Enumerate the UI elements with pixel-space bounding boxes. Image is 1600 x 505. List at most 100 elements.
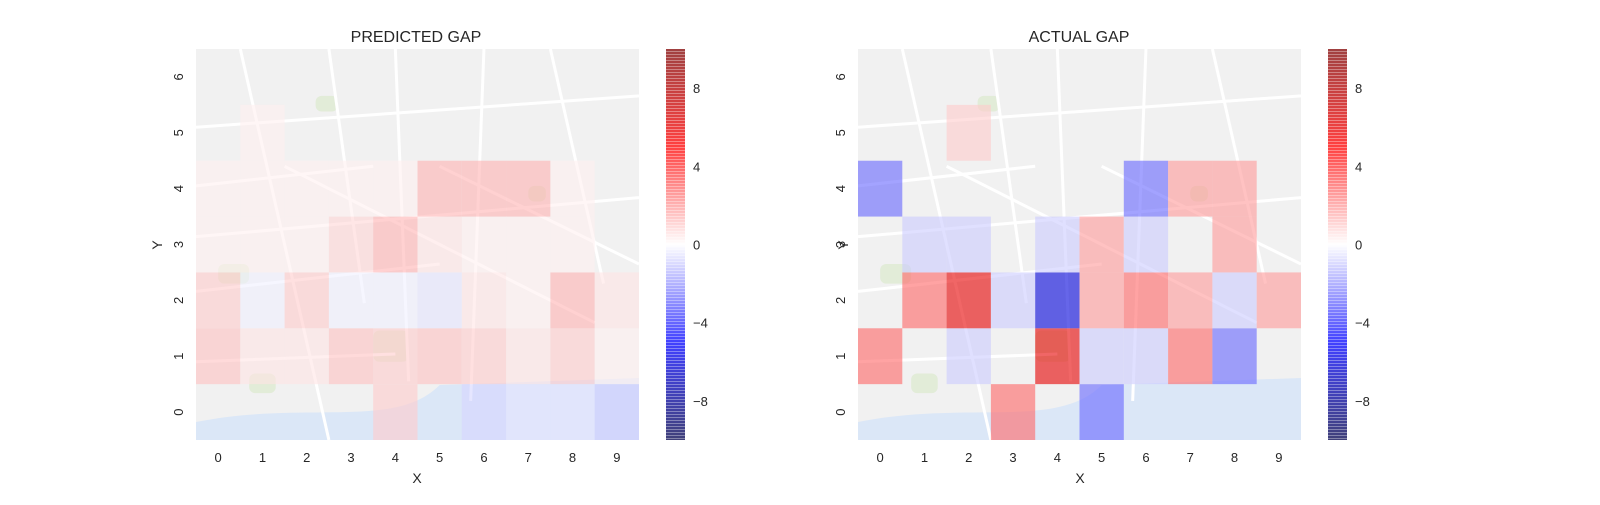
heatmap-cell — [373, 384, 418, 440]
heatmap-cell — [1212, 216, 1257, 273]
map-park — [315, 95, 338, 112]
heatmap-cell — [594, 272, 639, 329]
y-tick-label: 0 — [833, 408, 848, 415]
chart-title: PREDICTED GAP — [351, 29, 482, 46]
heatmap-cell — [461, 328, 507, 385]
heatmap-cell — [196, 272, 241, 329]
y-tick-label: 1 — [171, 353, 186, 360]
heatmap-cell — [1079, 272, 1124, 329]
heatmap-cell — [990, 384, 1036, 440]
heatmap-cell — [1079, 384, 1124, 440]
y-axis-label: Y — [149, 240, 165, 250]
actual-gap-panel: ACTUAL GAP 0 1 2 3 4 5 6 7 8 9 0 1 2 3 4 5 6 X Y −8 −4 0 4… — [833, 29, 1370, 486]
heatmap-cell — [1035, 216, 1080, 273]
heatmap-cell — [1123, 328, 1169, 385]
colorbar-tick-label: −4 — [1355, 316, 1370, 331]
y-tick-labels: 0 1 2 3 4 5 6 — [833, 73, 848, 415]
heatmap-cell — [373, 216, 418, 273]
heatmap-cell — [240, 216, 285, 273]
heatmap-cell — [550, 328, 595, 385]
x-tick-label: 5 — [436, 450, 443, 465]
heatmap-cell — [417, 216, 462, 273]
colorbar-tick-label: 0 — [1355, 238, 1362, 253]
y-tick-label: 3 — [833, 241, 848, 248]
heatmap-cells — [196, 104, 639, 440]
heatmap-cell — [594, 384, 639, 440]
heatmap-cell — [1035, 272, 1080, 329]
heatmap-cell — [550, 384, 595, 440]
heatmap-cell — [196, 160, 241, 217]
map-road — [989, 48, 1028, 304]
x-tick-label: 3 — [347, 450, 354, 465]
heatmap-cell — [506, 272, 551, 329]
heatmap-cell — [1123, 216, 1169, 273]
heatmap-cell — [461, 272, 507, 329]
x-tick-label: 2 — [303, 450, 310, 465]
y-tick-label: 0 — [171, 408, 186, 415]
x-tick-label: 1 — [921, 450, 928, 465]
x-tick-label: 8 — [1231, 450, 1238, 465]
y-axis-label: Y — [835, 240, 851, 250]
chart-title: ACTUAL GAP — [1029, 29, 1130, 46]
heatmap-cell — [240, 104, 285, 161]
heatmap-cell — [1168, 160, 1213, 217]
x-tick-label: 9 — [613, 450, 620, 465]
colorbar-tick-label: −8 — [693, 394, 708, 409]
heatmap-cell — [990, 272, 1036, 329]
heatmap-cell — [284, 272, 329, 329]
map-park — [911, 373, 938, 394]
heatmap-cell — [284, 160, 329, 217]
x-tick-label: 4 — [1054, 450, 1061, 465]
heatmap-cell — [328, 272, 374, 329]
y-tick-label: 5 — [171, 129, 186, 136]
heatmap-cell — [506, 160, 551, 217]
x-tick-labels: 0 1 2 3 4 5 6 7 8 9 — [877, 450, 1283, 465]
heatmap-cell — [373, 160, 418, 217]
heatmap-cell — [240, 272, 285, 329]
y-tick-label: 5 — [833, 129, 848, 136]
heatmap-cell — [1035, 328, 1080, 385]
x-tick-label: 2 — [965, 450, 972, 465]
heatmap-cell — [284, 328, 329, 385]
y-tick-label: 2 — [171, 297, 186, 304]
x-tick-labels: 0 1 2 3 4 5 6 7 8 9 — [215, 450, 621, 465]
x-tick-label: 9 — [1275, 450, 1282, 465]
y-tick-label: 6 — [833, 73, 848, 80]
heatmap-cell — [506, 216, 551, 273]
y-tick-label: 3 — [171, 241, 186, 248]
y-tick-label: 4 — [171, 185, 186, 192]
x-tick-label: 5 — [1098, 450, 1105, 465]
x-axis-label: X — [412, 470, 422, 486]
heatmap-cell — [373, 328, 418, 385]
heatmap-cell — [506, 384, 551, 440]
y-tick-label: 2 — [833, 297, 848, 304]
colorbar-tick-label: 8 — [693, 81, 700, 96]
heatmap-cell — [902, 216, 947, 273]
heatmap-cells — [858, 104, 1301, 440]
heatmap-cell — [1123, 160, 1169, 217]
heatmap-cell — [461, 160, 507, 217]
heatmap-cell — [946, 216, 991, 273]
heatmap-cell — [1079, 328, 1124, 385]
y-tick-label: 1 — [833, 353, 848, 360]
heatmap-cell — [1123, 272, 1169, 329]
heatmap-cell — [417, 272, 462, 329]
heatmap-cell — [858, 328, 903, 385]
y-tick-label: 6 — [171, 73, 186, 80]
heatmap-cell — [417, 328, 462, 385]
y-tick-labels: 0 1 2 3 4 5 6 — [171, 73, 186, 415]
heatmap-cell — [328, 328, 374, 385]
heatmap-cell — [417, 160, 462, 217]
heatmap-cell — [1212, 160, 1257, 217]
colorbar-tick-label: 0 — [693, 238, 700, 253]
x-tick-label: 3 — [1009, 450, 1016, 465]
heatmap-cell — [946, 272, 991, 329]
x-tick-label: 8 — [569, 450, 576, 465]
colorbar-tick-label: 8 — [1355, 81, 1362, 96]
heatmap-cell — [506, 328, 551, 385]
colorbar: −8 −4 0 4 8 — [666, 49, 708, 440]
heatmap-cell — [461, 216, 507, 273]
x-tick-label: 0 — [877, 450, 884, 465]
heatmap-cell — [550, 272, 595, 329]
